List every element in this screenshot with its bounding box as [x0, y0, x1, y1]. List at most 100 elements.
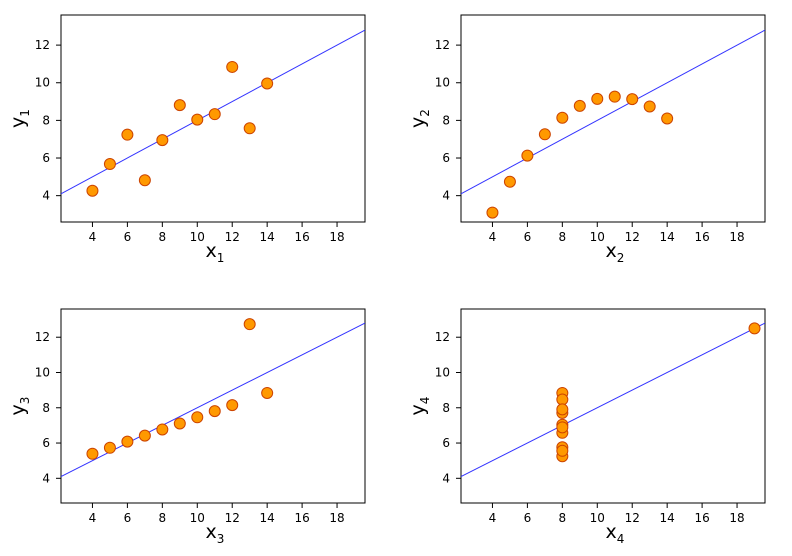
y-tick-label: 4 [42, 471, 50, 485]
y-tick-label: 8 [442, 401, 450, 415]
data-point [261, 386, 274, 399]
y-axis-label: y3 [7, 397, 32, 416]
x-tick-label: 8 [559, 230, 567, 244]
x-tick-label: 4 [89, 230, 97, 244]
y-axis-label: y1 [7, 109, 32, 128]
y-tick-label: 4 [442, 471, 450, 485]
data-point [156, 423, 169, 436]
data-point [521, 149, 534, 162]
y-tick-label: 10 [35, 76, 50, 90]
x-tick-label: 18 [729, 230, 744, 244]
data-point [86, 184, 99, 197]
y-tick-label: 6 [42, 151, 50, 165]
data-point [173, 99, 186, 112]
x-tick-label: 6 [124, 230, 132, 244]
x-tick-label: 14 [660, 511, 675, 525]
x-axis-label: x4 [606, 521, 625, 546]
data-point [503, 175, 516, 188]
x-tick-label: 6 [524, 511, 532, 525]
data-point [226, 399, 239, 412]
plot-frame [460, 14, 766, 223]
y-tick-label: 12 [435, 330, 450, 344]
data-point [556, 111, 569, 124]
data-point [86, 447, 99, 460]
x-tick-label: 16 [294, 230, 309, 244]
data-point [538, 128, 551, 141]
x-tick-label: 6 [124, 511, 132, 525]
data-point [556, 421, 569, 434]
x-tick-label: 16 [694, 511, 709, 525]
y-tick-label: 4 [442, 189, 450, 203]
y-tick-label: 6 [442, 151, 450, 165]
data-point [486, 206, 499, 219]
y-tick-label: 12 [35, 330, 50, 344]
data-point [591, 92, 604, 105]
regression-line [61, 322, 365, 477]
y-tick-label: 8 [442, 113, 450, 127]
y-tick-label: 8 [42, 401, 50, 415]
x-axis-label: x1 [206, 240, 225, 265]
plot-frame [60, 14, 366, 223]
x-tick-label: 14 [260, 230, 275, 244]
data-point [208, 108, 221, 121]
data-point [556, 393, 569, 406]
data-point [243, 122, 256, 135]
x-tick-label: 6 [524, 230, 532, 244]
data-point [173, 417, 186, 430]
y-axis-label: y2 [407, 109, 432, 128]
y-tick-label: 6 [442, 436, 450, 450]
x-tick-label: 10 [190, 230, 205, 244]
data-point [121, 128, 134, 141]
data-point [138, 174, 151, 187]
x-axis-label: x3 [206, 521, 225, 546]
x-tick-label: 10 [190, 511, 205, 525]
data-point [191, 411, 204, 424]
y-axis-label: y4 [407, 397, 432, 416]
x-tick-label: 18 [729, 511, 744, 525]
x-tick-label: 18 [329, 230, 344, 244]
data-point [138, 429, 151, 442]
data-point [226, 60, 239, 73]
y-tick-label: 10 [35, 365, 50, 379]
plot-frame [460, 308, 766, 504]
data-point [243, 318, 256, 331]
x-tick-label: 10 [590, 230, 605, 244]
x-tick-label: 12 [625, 511, 640, 525]
y-tick-label: 8 [42, 113, 50, 127]
data-point [661, 112, 674, 125]
x-tick-label: 4 [489, 230, 497, 244]
x-tick-label: 8 [559, 511, 567, 525]
x-tick-label: 12 [625, 230, 640, 244]
x-axis-label: x2 [606, 240, 625, 265]
x-tick-label: 12 [225, 230, 240, 244]
x-tick-label: 18 [329, 511, 344, 525]
data-point [261, 77, 274, 90]
y-tick-label: 12 [435, 38, 450, 52]
data-point [121, 435, 134, 448]
x-tick-label: 4 [89, 511, 97, 525]
y-tick-label: 6 [42, 436, 50, 450]
data-point [103, 158, 116, 171]
y-tick-label: 4 [42, 189, 50, 203]
data-point [626, 93, 639, 106]
x-tick-label: 8 [159, 230, 167, 244]
x-tick-label: 16 [694, 230, 709, 244]
data-point [748, 322, 761, 335]
regression-line [461, 322, 765, 477]
data-point [643, 100, 656, 113]
data-point [156, 134, 169, 147]
data-point [103, 441, 116, 454]
plot-frame [60, 308, 366, 504]
x-tick-label: 16 [294, 511, 309, 525]
x-tick-label: 14 [260, 511, 275, 525]
data-point [573, 99, 586, 112]
regression-line [461, 29, 765, 195]
x-tick-label: 8 [159, 511, 167, 525]
x-tick-label: 12 [225, 511, 240, 525]
y-tick-label: 10 [435, 76, 450, 90]
